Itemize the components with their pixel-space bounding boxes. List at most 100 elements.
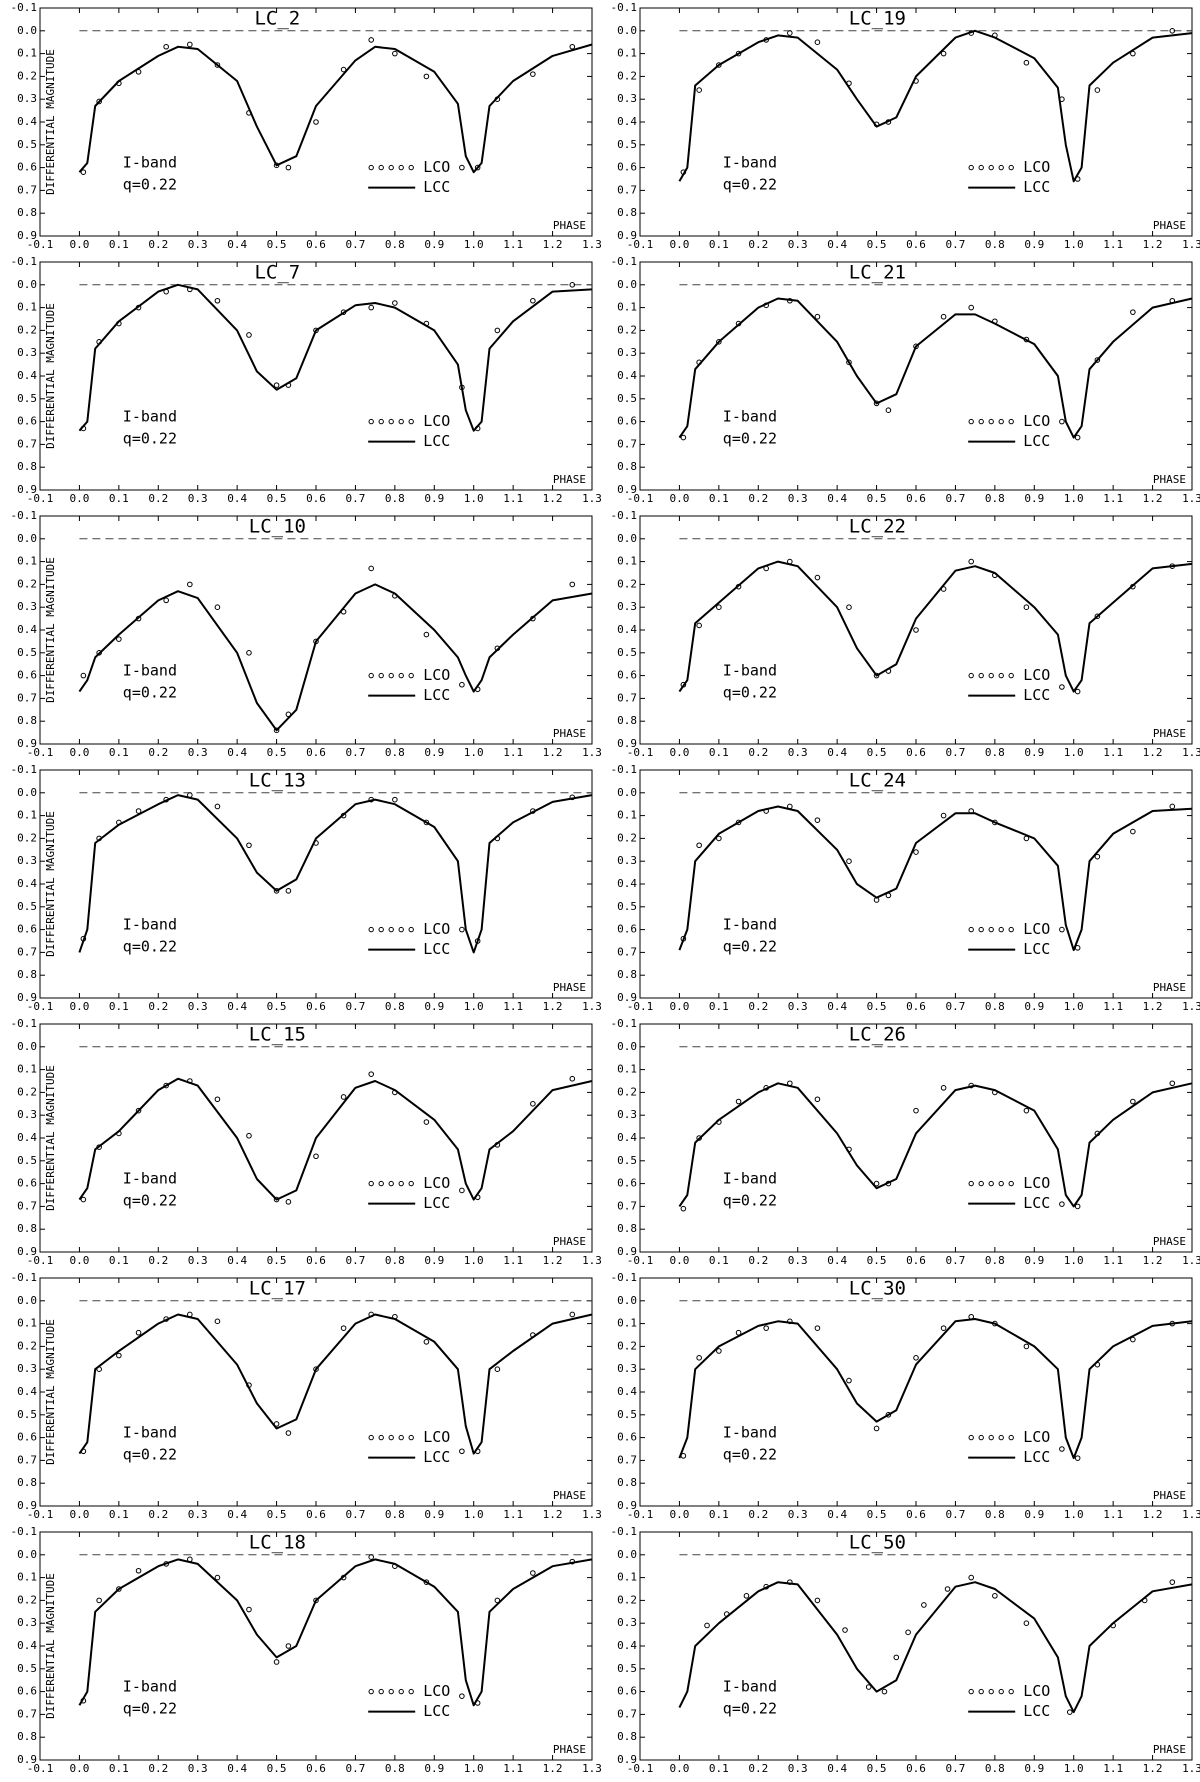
observed-point [214,297,221,304]
legend-label: LCO [423,1682,450,1700]
x-tick-label: 1.1 [1103,238,1123,251]
x-tick-label: 0.7 [345,746,365,759]
y-tick-label: 0.8 [17,206,37,219]
model-curve [78,1077,593,1201]
legend-label: LCC [423,686,450,704]
y-tick-label: 0.2 [617,831,637,844]
x-tick-label: -0.1 [27,492,54,505]
chart-title: LC_19 [849,8,906,30]
legend-marker [398,672,404,679]
x-tick-label: 0.1 [109,1508,129,1521]
x-tick-label: 0.8 [385,1254,405,1267]
y-tick-label: 0.6 [17,923,37,936]
observed-point [940,313,947,320]
legend-marker [408,418,414,425]
x-tick-label: 1.1 [503,1254,523,1267]
annotation: I-band [123,1424,177,1442]
legend-marker [408,1434,414,1441]
legend-marker [988,1180,994,1187]
chart-title: LC_15 [249,1024,306,1046]
observed-point [1023,59,1030,66]
observed-point [423,1579,430,1585]
y-tick-label: 0.7 [17,1707,37,1720]
observed-point [340,1094,347,1100]
observed-point [1023,1620,1030,1626]
x-tick-label: 1.1 [1103,492,1123,505]
observed-point [368,37,375,43]
x-tick-label: 1.0 [1064,492,1084,505]
legend-marker [978,926,984,933]
y-tick-label: 0.8 [617,206,637,219]
observed-point [1074,434,1081,441]
y-tick-label: 0.3 [17,1362,37,1375]
y-tick-label: -0.1 [11,1525,38,1538]
observed-point [1169,1579,1176,1585]
y-tick-label: 0.2 [617,1339,637,1352]
chart-title: LC_10 [249,516,306,538]
y-tick-label: 0.6 [617,923,637,936]
observed-point [814,313,821,320]
legend-marker [998,164,1004,171]
y-tick-label: 0.0 [17,1548,37,1561]
observed-point [814,1597,821,1604]
legend-marker [998,672,1004,679]
x-tick-label: 0.4 [827,746,847,759]
y-tick-label: 0.0 [17,1040,37,1053]
x-tick-label: 0.6 [306,238,326,251]
legend-marker [978,164,984,171]
x-tick-label: 1.0 [464,1508,484,1521]
x-axis-label: PHASE [553,981,586,994]
y-tick-label: 0.6 [617,1431,637,1444]
y-tick-label: 0.7 [17,183,37,196]
x-tick-label: 0.9 [1024,1508,1044,1521]
y-tick-label: 0.0 [17,24,37,37]
x-tick-label: 0.1 [709,746,729,759]
x-tick-label: 1.0 [1064,1508,1084,1521]
legend-marker [398,1434,404,1441]
legend-marker [408,926,414,933]
x-tick-label: 1.3 [582,1000,602,1013]
x-axis-label: PHASE [1153,219,1186,232]
y-tick-label: 0.5 [617,646,637,659]
annotation: q=0.22 [123,176,177,194]
legend-label: LCC [423,178,450,196]
legend-marker [968,1180,974,1187]
legend-marker [988,1688,994,1695]
observed-point [873,1425,880,1432]
x-tick-label: 0.7 [345,1508,365,1521]
legend-marker [388,672,394,679]
x-tick-label: 1.3 [582,492,602,505]
x-tick-label: 0.6 [906,492,926,505]
y-tick-label: 0.1 [17,1571,37,1584]
observed-point [1059,684,1065,690]
y-tick-label: 0.3 [617,1362,637,1375]
observed-point [1074,1203,1081,1210]
y-tick-label: 0.7 [17,1453,37,1466]
x-tick-label: -0.1 [627,1762,654,1775]
model-curve [678,1318,1193,1460]
y-tick-label: 0.7 [617,1199,637,1212]
x-tick-label: 0.9 [424,746,444,759]
model-curve [678,805,1193,952]
legend-marker [968,926,974,933]
y-tick-label: 0.3 [17,1616,37,1629]
y-tick-label: 0.8 [617,1730,637,1743]
x-tick-label: 1.2 [543,238,563,251]
legend-marker [988,164,994,171]
legend-marker [368,1688,374,1695]
x-tick-label: 0.6 [306,492,326,505]
observed-point [1094,87,1101,93]
x-tick-label: 0.7 [345,1762,365,1775]
x-tick-label: 1.1 [503,746,523,759]
x-tick-label: 0.2 [748,492,768,505]
observed-point [423,1119,430,1125]
y-tick-label: 0.4 [17,877,37,890]
legend-label: LCO [423,666,450,684]
plot-frame [39,7,593,237]
x-tick-label: 1.2 [1143,1508,1163,1521]
observed-point [968,558,975,565]
observed-point [1059,1201,1065,1207]
observed-point [905,1629,911,1636]
x-tick-label: -0.1 [27,746,54,759]
y-tick-label: 0.2 [617,1085,637,1098]
